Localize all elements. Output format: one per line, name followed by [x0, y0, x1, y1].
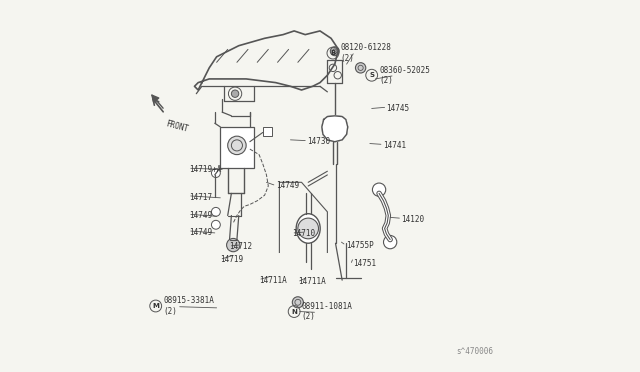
- Text: B: B: [330, 50, 335, 56]
- Circle shape: [232, 90, 239, 97]
- Circle shape: [383, 235, 397, 249]
- Text: 14749: 14749: [189, 228, 212, 237]
- Text: 14741: 14741: [383, 141, 406, 150]
- Circle shape: [211, 220, 220, 229]
- Text: 08120-61228
(2): 08120-61228 (2): [340, 44, 391, 63]
- Bar: [263, 127, 272, 136]
- Text: 08915-3381A
(2): 08915-3381A (2): [163, 296, 214, 316]
- Text: 14730: 14730: [307, 137, 330, 146]
- Text: 14719: 14719: [220, 255, 243, 264]
- Circle shape: [227, 238, 240, 252]
- Text: 14755P: 14755P: [346, 241, 374, 250]
- Text: 14717: 14717: [189, 193, 212, 202]
- Ellipse shape: [296, 214, 320, 243]
- Text: 08911-1081A
(2): 08911-1081A (2): [301, 302, 353, 321]
- Text: N: N: [291, 308, 297, 315]
- Text: s^470006: s^470006: [456, 347, 493, 356]
- Circle shape: [330, 47, 339, 56]
- Circle shape: [328, 122, 341, 135]
- Polygon shape: [322, 116, 348, 142]
- Text: 14711A: 14711A: [259, 276, 287, 285]
- Circle shape: [211, 208, 220, 216]
- Circle shape: [298, 218, 319, 239]
- Text: 14749: 14749: [189, 211, 212, 220]
- Text: 14710: 14710: [292, 230, 316, 238]
- Text: 14719+A: 14719+A: [189, 165, 221, 174]
- Circle shape: [372, 183, 386, 196]
- Text: 14712: 14712: [230, 243, 253, 251]
- Text: M: M: [152, 303, 159, 309]
- Circle shape: [292, 297, 303, 308]
- Text: 14745: 14745: [387, 104, 410, 113]
- Text: 14120: 14120: [401, 215, 424, 224]
- Circle shape: [211, 169, 220, 177]
- Text: 14749: 14749: [276, 182, 299, 190]
- FancyBboxPatch shape: [220, 127, 253, 167]
- Text: 14751: 14751: [353, 259, 376, 268]
- Circle shape: [228, 136, 246, 155]
- Circle shape: [355, 62, 366, 73]
- Text: 14711A: 14711A: [298, 278, 326, 286]
- Text: 08360-52025
(2): 08360-52025 (2): [379, 65, 430, 85]
- Text: S: S: [369, 72, 374, 78]
- Text: FRONT: FRONT: [165, 119, 189, 134]
